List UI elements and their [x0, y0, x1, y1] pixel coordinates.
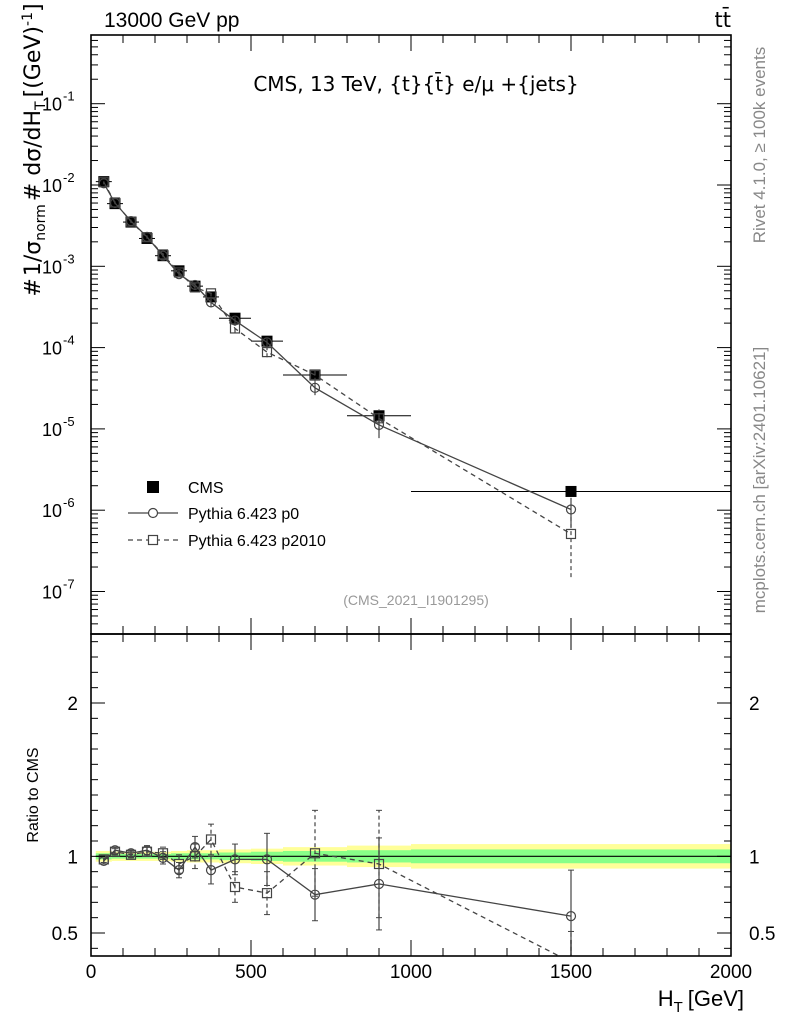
legend: CMS Pythia 6.423 p0 Pythia 6.423 p2010 [128, 480, 326, 550]
pythia-p2010-marker [229, 323, 241, 334]
pythia-p0-ratio-marker [205, 865, 217, 876]
pythia-p2010-marker [98, 177, 109, 188]
y-tick-exponent: -5 [63, 414, 75, 429]
x-tick-label: 0 [86, 962, 97, 983]
cms-data-series [95, 176, 731, 497]
pythia-p2010-line [103, 181, 572, 535]
ratio-y-tick-label-right: 1 [749, 847, 760, 868]
pythia-p2010-series [98, 177, 577, 578]
pythia-p2010-ratio-marker [261, 888, 273, 899]
main-title: CMS, 13 TeV, {t}{t̄} e/μ +{jets} [253, 71, 578, 96]
ratio-frame [90, 633, 732, 957]
ratio-y-axis-label: Ratio to CMS [25, 747, 42, 842]
header-process-label: tt̄ [715, 7, 731, 32]
y-tick-label: 10 [42, 420, 62, 440]
x-tick-label: 2000 [710, 962, 752, 983]
ratio-y-tick-label: 2 [67, 694, 78, 715]
pythia-p0-line [103, 182, 572, 511]
y-tick-label: 10 [42, 339, 62, 359]
legend-label: Pythia 6.423 p2010 [188, 533, 326, 550]
y-tick-exponent: -1 [63, 89, 75, 104]
legend-label: Pythia 6.423 p0 [188, 506, 299, 523]
main-frame [90, 34, 732, 635]
pythia-p2010-marker [309, 369, 321, 381]
pythia-p2010-ratio-marker [109, 846, 121, 857]
y-tick-exponent: -4 [63, 333, 75, 348]
legend-label: CMS [188, 480, 224, 497]
pythia-p0-series [98, 178, 577, 528]
ratio-y-tick-label-right: 2 [749, 694, 760, 715]
pythia-p2010-ratio-marker [229, 881, 241, 893]
legend-p0-marker [147, 507, 159, 519]
ratio-y-tick-label: 1 [67, 847, 78, 868]
pythia-p0-ratio-marker [229, 854, 241, 865]
pythia-p2010-ratio-marker [309, 848, 321, 859]
pythia-p0-ratio-marker [565, 911, 577, 922]
pythia-p2010-marker [565, 528, 577, 540]
y-tick-label: 10 [42, 176, 62, 196]
rivet-version-label: Rivet 4.1.0, ≥ 100k events [750, 46, 769, 244]
pythia-p0-marker [309, 382, 321, 393]
x-tick-label: 1000 [390, 962, 432, 983]
mcplots-source-label: mcplots.cern.ch [arXiv:2401.10621] [750, 346, 769, 614]
pythia-p2010-marker [125, 216, 137, 227]
ratio-y-tick-label: 0.5 [52, 924, 78, 945]
pythia-p2010-ratio-marker [157, 848, 169, 859]
legend-cms-marker [147, 481, 159, 493]
pythia-p2010-ratio-marker [125, 849, 137, 860]
cms-data-marker [565, 485, 577, 497]
svg-text:HT[GeV]: HT [GeV] [658, 986, 744, 1016]
pythia-p2010-ratio-marker [98, 854, 109, 865]
pythia-p0-ratio-marker [309, 889, 321, 900]
pythia-p2010-marker [205, 288, 217, 299]
x-axis-label: HT [GeV] [658, 986, 744, 1016]
pythia-p0-marker [261, 337, 273, 348]
pythia-p2010-ratio-series [98, 809, 574, 956]
y-tick-exponent: -2 [63, 170, 75, 185]
cms-data-marker [205, 291, 217, 303]
svg-text:#1/σnorm# dσ/dHT[(GeV)-1]: #1/σnorm# dσ/dHT[(GeV)-1] [20, 3, 49, 296]
pythia-p2010-ratio-line [103, 838, 561, 956]
y-tick-exponent: -6 [63, 495, 75, 510]
y-tick-exponent: -3 [63, 251, 75, 266]
pythia-p2010-marker [261, 347, 273, 358]
pythia-p0-marker [565, 504, 577, 515]
main-panel: CMS, 13 TeV, {t}{t̄} e/μ +{jets} (CMS_20… [20, 3, 732, 635]
pythia-p2010-ratio-marker [141, 846, 153, 857]
y-tick-label: 10 [42, 501, 62, 521]
pythia-p2010-marker [173, 267, 185, 278]
y-tick-label: 10 [42, 582, 62, 602]
pythia-p2010-marker [141, 232, 153, 243]
x-tick-label: 1500 [550, 962, 592, 983]
y-tick-exponent: -7 [63, 576, 75, 591]
pythia-p2010-ratio-marker [189, 851, 201, 862]
pythia-p2010-ratio-marker [205, 834, 217, 845]
pythia-p2010-marker [109, 197, 121, 208]
main-y-axis-label: #1/σnorm# dσ/dHT[(GeV)-1] [20, 3, 49, 296]
x-tick-label: 500 [235, 962, 267, 983]
y-tick-label: 10 [42, 257, 62, 277]
ratio-panel: 0.5 0.51 12 20 500 1000 1500 2000 Ratio to CMS … [25, 633, 775, 1016]
analysis-tag: (CMS_2021_I1901295) [343, 592, 489, 608]
pythia-p2010-marker [189, 282, 201, 293]
y-tick-label: 10 [42, 95, 62, 115]
pythia-p2010-marker [373, 413, 385, 424]
pythia-p0-ratio-marker [261, 854, 273, 865]
ratio-y-tick-label-right: 0.5 [749, 924, 775, 945]
pythia-p2010-marker [157, 249, 169, 260]
legend-p2010-marker [147, 534, 159, 546]
pythia-p2010-ratio-marker [373, 858, 385, 870]
pythia-p2010-ratio-marker [173, 858, 185, 870]
header-energy-label: 13000 GeV pp [104, 9, 239, 32]
